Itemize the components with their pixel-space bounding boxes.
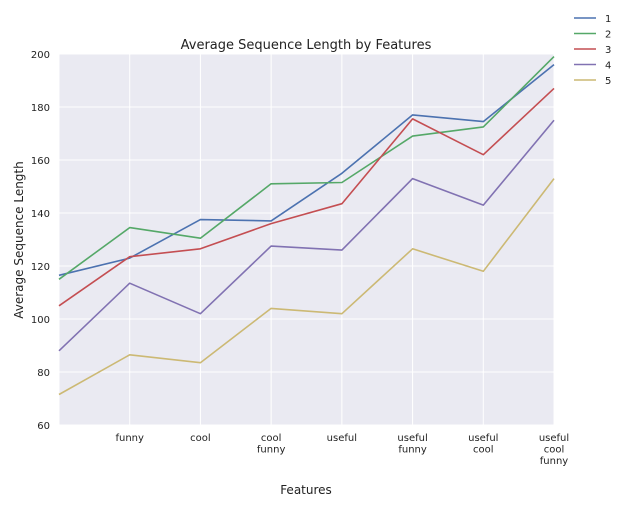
y-tick-label: 80	[37, 368, 50, 379]
legend-label-3: 3	[605, 45, 611, 56]
plot-background	[59, 54, 554, 425]
series-line-4	[58, 119, 555, 352]
x-tick-label-line: funny	[257, 445, 286, 456]
legend-label-1: 1	[605, 14, 611, 25]
x-tick-label-line: cool	[190, 433, 211, 444]
x-tick-label-line: funny	[540, 456, 569, 467]
x-tick-label-line: useful	[468, 433, 498, 444]
x-tick-label: cool	[190, 433, 211, 444]
chart-title: Average Sequence Length by Features	[181, 38, 432, 53]
legend-label-4: 4	[605, 61, 611, 72]
x-tick-label-line: funny	[115, 433, 144, 444]
legend-label-2: 2	[605, 30, 611, 41]
x-tick-label: useful cool	[468, 433, 498, 456]
y-tick-label: 140	[31, 209, 50, 220]
x-tick-label: useful funny	[397, 433, 427, 456]
y-tick-label: 200	[31, 50, 50, 61]
x-tick-label-line: cool	[473, 445, 494, 456]
x-tick-label-line: cool	[544, 445, 565, 456]
y-tick-label: 120	[31, 262, 50, 273]
x-axis-label: Features	[280, 483, 332, 497]
x-tick-label-line: useful	[397, 433, 427, 444]
legend-label-5: 5	[605, 76, 611, 87]
y-axis-label: Average Sequence Length	[12, 161, 26, 319]
y-tick-label: 100	[31, 315, 50, 326]
series-lines	[58, 56, 555, 396]
series-line-3	[58, 87, 555, 307]
x-tick-label-line: funny	[398, 445, 427, 456]
y-tick-label: 60	[37, 421, 50, 432]
x-tick-label: useful cool funny	[539, 433, 569, 467]
x-tick-label: funny	[115, 433, 144, 444]
x-tick-label-line: useful	[539, 433, 569, 444]
x-tick-label: cool funny	[257, 433, 286, 456]
x-tick-label: useful	[327, 433, 357, 444]
x-tick-label-line: cool	[261, 433, 282, 444]
y-tick-label: 180	[31, 103, 50, 114]
series-line-5	[58, 178, 555, 396]
legend: 1 2 3 4 5	[574, 14, 611, 87]
x-tick-label-line: useful	[327, 433, 357, 444]
series-line-2	[58, 56, 555, 280]
y-tick-label: 160	[31, 156, 50, 167]
series-line-1	[58, 63, 555, 277]
